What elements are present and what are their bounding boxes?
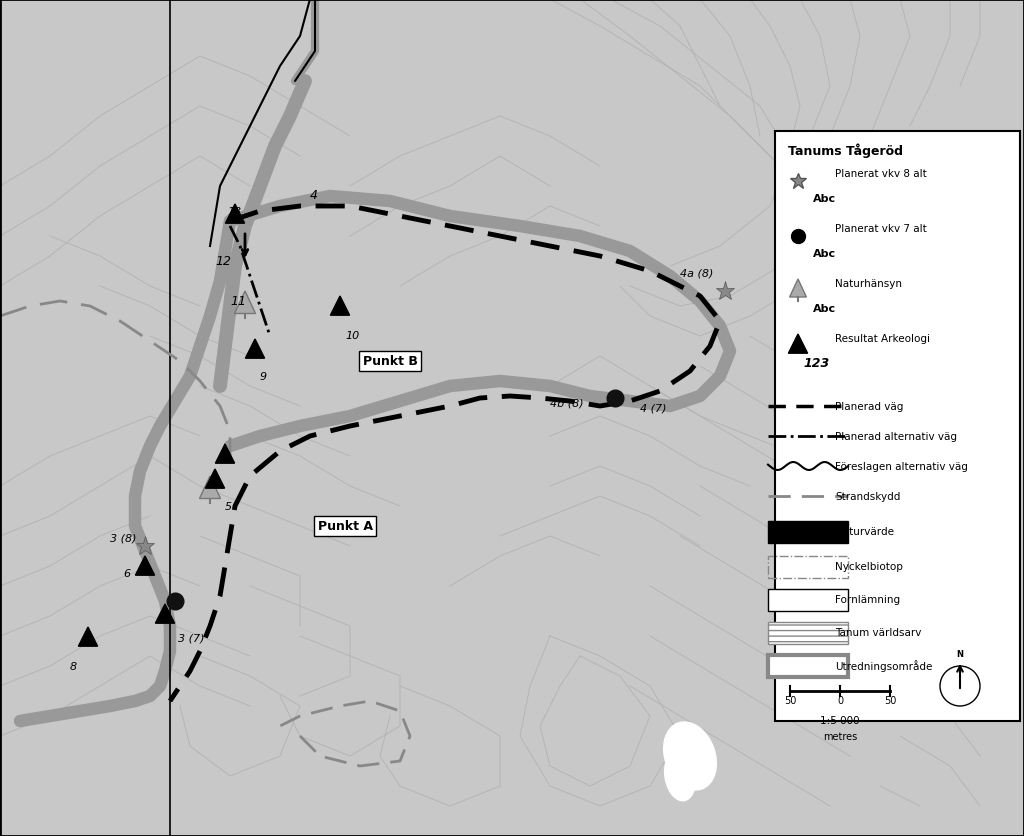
Text: Abc: Abc [813, 303, 837, 314]
Text: 12: 12 [215, 255, 231, 268]
Text: Planerad väg: Planerad väg [835, 401, 903, 411]
Text: 123: 123 [803, 357, 829, 370]
Text: 4b (8): 4b (8) [550, 399, 584, 409]
Polygon shape [215, 445, 234, 464]
Text: Resultat Arkeologi: Resultat Arkeologi [835, 334, 930, 344]
Text: 4a (8): 4a (8) [680, 268, 714, 278]
Text: Tanums Tågeröd: Tanums Tågeröd [788, 143, 903, 158]
Text: 4: 4 [310, 189, 318, 201]
Ellipse shape [664, 722, 717, 790]
Text: Planerat vkv 8 alt: Planerat vkv 8 alt [835, 169, 927, 179]
Text: 0: 0 [837, 696, 843, 705]
Polygon shape [788, 334, 808, 354]
Text: N: N [956, 650, 964, 658]
Text: Naturvärde: Naturvärde [835, 527, 894, 537]
Text: Nyckelbiotop: Nyckelbiotop [835, 561, 903, 571]
Bar [768, 589, 848, 611]
Text: Abc: Abc [813, 194, 837, 204]
Text: 50: 50 [884, 696, 896, 705]
Bar [775, 132, 1020, 721]
Text: Planerat vkv 7 alt: Planerat vkv 7 alt [835, 224, 927, 234]
Text: metres: metres [823, 732, 857, 741]
Polygon shape [206, 470, 224, 488]
Text: 50: 50 [783, 696, 797, 705]
Text: 6: 6 [123, 568, 130, 579]
Text: 1:5 000: 1:5 000 [820, 715, 860, 725]
Polygon shape [79, 627, 97, 646]
Text: Utredningsområde: Utredningsområde [835, 660, 933, 671]
Text: 13: 13 [227, 206, 242, 217]
Bar [768, 522, 848, 543]
Text: Föreslagen alternativ väg: Föreslagen alternativ väg [835, 461, 968, 472]
Text: Strandskydd: Strandskydd [835, 492, 900, 502]
Polygon shape [246, 339, 264, 359]
Text: Punkt A: Punkt A [317, 520, 373, 533]
Text: 5: 5 [225, 502, 232, 512]
Text: 11: 11 [230, 294, 246, 308]
Polygon shape [156, 604, 175, 624]
Text: 3 (7): 3 (7) [178, 633, 205, 643]
Text: Tanum världsarv: Tanum världsarv [835, 627, 922, 637]
Polygon shape [234, 292, 256, 314]
Polygon shape [225, 205, 245, 224]
Polygon shape [790, 280, 807, 298]
Text: 4 (7): 4 (7) [640, 404, 667, 414]
Polygon shape [135, 556, 155, 575]
Bar [768, 655, 848, 677]
Text: Planerad alternativ väg: Planerad alternativ väg [835, 431, 957, 441]
Polygon shape [200, 477, 220, 499]
Text: Fornlämning: Fornlämning [835, 594, 900, 604]
Text: 3 (8): 3 (8) [110, 533, 136, 543]
Text: Abc: Abc [813, 248, 837, 258]
Ellipse shape [665, 752, 695, 801]
Polygon shape [331, 297, 349, 316]
Text: Punkt B: Punkt B [362, 355, 418, 368]
Bar [768, 622, 848, 645]
Text: 9: 9 [260, 371, 267, 381]
Text: Naturhänsyn: Naturhänsyn [835, 278, 902, 288]
Bar [768, 556, 848, 579]
Text: 8: 8 [70, 661, 77, 671]
Text: 10: 10 [345, 330, 359, 340]
